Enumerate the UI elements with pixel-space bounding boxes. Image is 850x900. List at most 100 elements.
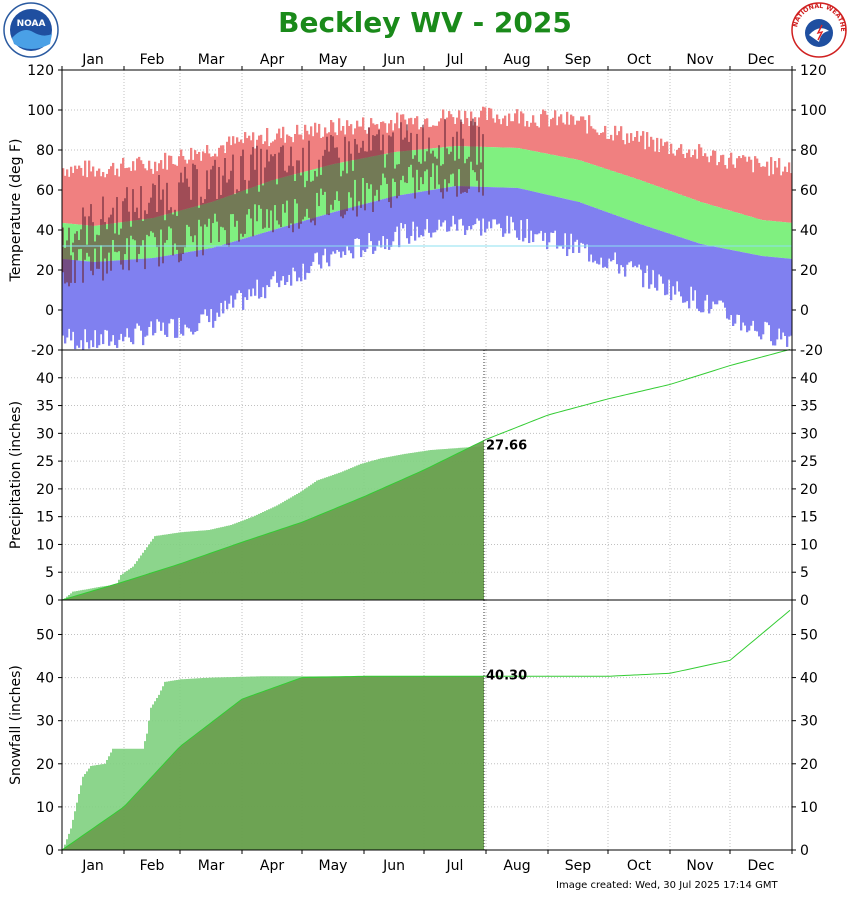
record-low-bar [94,261,97,331]
normal-range-bar [584,161,587,205]
record-high-bar [712,150,715,206]
normal-range-bar [634,178,637,223]
record-low-bar [656,229,659,291]
record-high-bar [740,158,743,214]
actual-temp-bar [448,154,450,184]
actual-temp-bar [112,207,114,240]
y-tick-label-right: 10 [800,537,818,553]
normal-range-bar [708,204,711,246]
y-tick-label-right: 0 [800,303,809,319]
record-high-bar [510,121,513,148]
normal-range-bar [744,214,747,253]
record-low-bar [298,222,301,278]
record-low-bar [314,217,317,254]
record-high-bar [746,161,749,216]
record-low-bar [652,228,655,270]
record-low-bar [680,237,683,297]
normal-range-bar [526,149,529,191]
record-high-bar [104,177,107,225]
actual-temp-bar [130,226,132,236]
normal-range-bar [70,223,73,260]
record-high-bar [170,155,173,214]
record-high-bar [596,132,599,166]
normal-range-bar [650,183,653,228]
record-low-bar [460,186,463,219]
record-high-bar [226,141,229,197]
record-low-bar [376,200,379,247]
record-high-bar [790,173,793,223]
record-low-bar [658,230,661,275]
record-low-bar [540,193,543,231]
month-label-top: May [319,52,348,68]
normal-range-bar [630,177,633,221]
actual-temp-bar [118,234,120,252]
record-high-bar [488,107,491,148]
record-low-bar [396,195,399,227]
record-low-bar [458,186,461,220]
actual-temp-bar [424,161,426,172]
record-low-bar [200,249,203,315]
month-label-bottom: Nov [686,858,713,874]
record-low-bar [514,187,517,231]
precipitation-panel: 27.66 0 0 5 5 10 10 15 15 20 20 25 25 30 30 35 35 40 40 Pre… [8,348,818,609]
record-high-bar [234,143,237,194]
record-high-bar [762,166,765,221]
actual-temp-bar [124,198,126,255]
record-low-bar [638,223,641,265]
record-high-bar [554,110,557,156]
record-high-bar [120,163,123,223]
record-high-bar [572,116,575,159]
normal-range-bar [600,167,603,210]
record-high-bar [244,132,247,191]
record-low-bar [770,256,773,342]
record-low-bar [436,189,439,230]
record-low-bar [172,254,175,320]
record-high-bar [462,123,465,147]
normal-range-bar [710,204,713,246]
record-high-bar [160,160,163,216]
actual-temp-bar [392,132,394,179]
actual-temp-bar [472,118,474,171]
record-low-bar [490,187,493,229]
actual-temp-bar [380,150,382,186]
record-high-bar [136,158,139,221]
normal-range-bar [638,179,641,224]
record-high-bar [408,118,411,151]
record-high-bar [716,165,719,207]
actual-temp-bar [450,151,452,175]
record-low-bar [560,197,563,246]
record-high-bar [516,109,519,148]
record-high-bar [328,132,331,166]
record-high-bar [678,147,681,195]
record-low-bar [388,197,391,250]
actual-temp-bar [306,180,308,209]
record-low-bar [574,201,577,242]
normal-range-bar [248,188,251,238]
record-high-bar [636,130,639,180]
actual-temp-bar [108,217,110,253]
record-high-bar [578,120,581,160]
record-low-bar [636,222,639,268]
normal-range-bar [558,156,561,198]
normal-range-bar [770,220,773,257]
record-low-bar [456,186,459,231]
record-low-bar [480,186,483,236]
actual-temp-bar [418,161,420,191]
record-low-bar [374,201,377,251]
actual-temp-bar [296,160,298,204]
normal-range-bar [528,150,531,191]
record-low-bar [288,225,291,275]
record-high-bar [468,125,471,147]
normal-range-bar [640,180,643,225]
record-low-bar [580,202,583,243]
record-high-bar [650,136,653,184]
record-high-bar [492,118,495,148]
normal-range-bar [586,162,589,205]
record-high-bar [172,163,175,213]
record-low-bar [598,209,601,265]
record-high-bar [534,122,537,152]
normal-range-bar [574,159,577,202]
record-high-bar [718,162,721,208]
actual-temp-bar [464,163,466,192]
record-high-bar [144,168,147,220]
